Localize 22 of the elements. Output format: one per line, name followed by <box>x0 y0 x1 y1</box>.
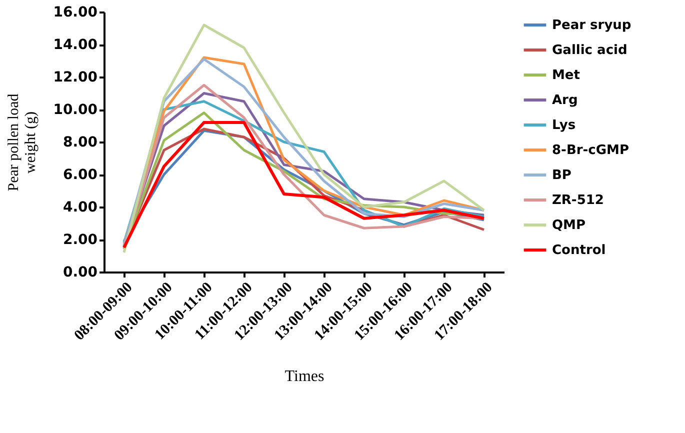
y-tick-label: 16.00 <box>53 4 98 20</box>
line-series <box>122 24 486 254</box>
legend-label: Met <box>552 68 580 83</box>
y-tick-label: 0.00 <box>62 264 98 280</box>
legend-label: Control <box>552 243 606 258</box>
legend-label: Lys <box>552 118 576 133</box>
legend-label: Pear sryup <box>552 18 632 33</box>
y-tick-label: 2.00 <box>62 232 98 248</box>
legend-label: ZR-512 <box>552 193 604 208</box>
legend-label: QMP <box>552 218 586 233</box>
legend-label: BP <box>552 168 572 183</box>
y-axis-title: Pear pollen load weight (g) <box>6 93 40 192</box>
y-tick-label: 12.00 <box>53 70 98 86</box>
x-axis-title: Times <box>284 368 324 386</box>
y-tick-label: 10.00 <box>53 102 98 118</box>
legend-label: Arg <box>552 93 578 108</box>
y-tick-label: 6.00 <box>62 167 98 183</box>
y-tick-label: 8.00 <box>62 134 98 150</box>
legend-label: Gallic acid <box>552 43 628 58</box>
legend-label: 8-Br-cGMP <box>552 143 629 158</box>
y-tick-label: 14.00 <box>53 37 98 53</box>
y-tick-label: 4.00 <box>62 200 98 216</box>
